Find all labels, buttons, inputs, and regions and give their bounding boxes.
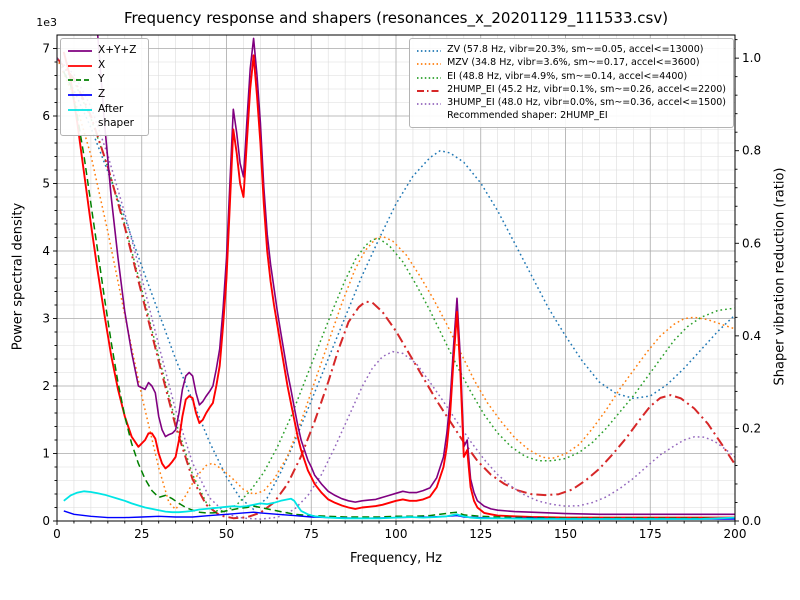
2hump-ei-line-sample-icon xyxy=(417,89,442,92)
legend-label-after-shaper: After shaper xyxy=(98,102,135,130)
legend-label-ei: EI (48.8 Hz, vibr=4.9%, sm~=0.14, accel<… xyxy=(447,70,688,82)
legend-item-sum: X+Y+Z xyxy=(67,43,141,58)
series-mzv xyxy=(57,57,735,511)
legend-item-zv: ZV (57.8 Hz, vibr=20.3%, sm~=0.05, accel… xyxy=(416,43,726,56)
y-left-tick-label: 2 xyxy=(42,379,50,393)
legend-item-3hump-ei: 3HUMP_EI (48.0 Hz, vibr=0.0%, sm~=0.36, … xyxy=(416,96,726,109)
y-left-tick-label: 3 xyxy=(42,312,50,326)
ei-line-sample-icon xyxy=(417,76,442,79)
series-x xyxy=(62,51,735,519)
tick-labels: 0 25 50 75 100 125 150 175 200 0 1 2 3 4 5 6 7 0.0 0.2 0.4 0… xyxy=(36,16,761,541)
y-left-tick-label: 5 xyxy=(42,177,50,191)
series-after-shaper xyxy=(63,490,735,520)
x-tick-label: 75 xyxy=(304,527,319,541)
series-sum xyxy=(96,35,735,516)
series-2hump-ei xyxy=(57,57,735,520)
x-tick-label: 200 xyxy=(724,527,747,541)
legend-label-sum: X+Y+Z xyxy=(98,44,137,56)
legend-item-2hump-ei: 2HUMP_EI (45.2 Hz, vibr=0.1%, sm~=0.26, … xyxy=(416,83,726,96)
y-right-tick-label: 0.6 xyxy=(742,236,761,250)
legend-label-y: Y xyxy=(98,73,105,86)
x-tick-label: 125 xyxy=(469,527,492,541)
series-group xyxy=(57,35,735,520)
legend-shapers: ZV (57.8 Hz, vibr=20.3%, sm~=0.05, accel… xyxy=(409,38,734,128)
y-right-tick-label: 0.0 xyxy=(742,514,761,528)
legend-label-x: X xyxy=(98,58,106,71)
legend-item-z: Z xyxy=(67,87,141,102)
y-left-tick-label: 4 xyxy=(42,244,50,258)
x-tick-label: 175 xyxy=(639,527,662,541)
y-right-tick-label: 0.8 xyxy=(742,144,761,158)
x-line-sample-icon xyxy=(68,64,92,67)
legend-label-mzv: MZV (34.8 Hz, vibr=3.6%, sm~=0.17, accel… xyxy=(447,57,700,69)
series-y xyxy=(63,71,735,520)
y-left-tick-label: 7 xyxy=(42,42,50,56)
legend-label-2hump-ei: 2HUMP_EI (45.2 Hz, vibr=0.1%, sm~=0.26, … xyxy=(447,83,726,95)
legend-item-ei: EI (48.8 Hz, vibr=4.9%, sm~=0.14, accel<… xyxy=(416,70,726,83)
after-shaper-line-sample-icon xyxy=(68,108,92,111)
legend-psd: X+Y+Z X Y Z After shaper xyxy=(60,38,149,137)
legend-item-x: X xyxy=(67,58,141,73)
chart-title: Frequency response and shapers (resonanc… xyxy=(123,9,669,27)
x-tick-label: 25 xyxy=(134,527,149,541)
y-right-tick-label: 0.4 xyxy=(742,329,761,343)
y-right-tick-label: 1.0 xyxy=(742,51,761,65)
recommended-shaper-note: Recommended shaper: 2HUMP_EI xyxy=(447,110,608,122)
mzv-line-sample-icon xyxy=(417,63,442,66)
legend-item-y: Y xyxy=(67,72,141,87)
zv-line-sample-icon xyxy=(417,50,442,52)
legend-label-z: Z xyxy=(98,88,106,101)
x-axis-label: Frequency, Hz xyxy=(349,551,443,566)
3hump-ei-line-sample-icon xyxy=(417,103,442,106)
y-axis-label-right: Shaper vibration reduction (ratio) xyxy=(772,167,788,386)
x-tick-label: 100 xyxy=(385,527,408,541)
legend-item-mzv: MZV (34.8 Hz, vibr=3.6%, sm~=0.17, accel… xyxy=(416,56,726,69)
y-left-tick-label: 0 xyxy=(42,514,50,528)
z-line-sample-icon xyxy=(68,94,92,96)
y-left-tick-label: 6 xyxy=(42,109,50,123)
legend-label-zv: ZV (57.8 Hz, vibr=20.3%, sm~=0.05, accel… xyxy=(447,44,704,55)
y-line-sample-icon xyxy=(68,79,92,82)
series-ei xyxy=(57,57,735,512)
legend-item-after-shaper: After shaper xyxy=(67,102,141,131)
series-3hump-ei xyxy=(57,57,735,520)
x-tick-label: 150 xyxy=(554,527,577,541)
y-axis-offset-text: 1e3 xyxy=(36,16,57,29)
tick-marks xyxy=(53,39,739,525)
y-left-tick-label: 1 xyxy=(42,447,50,461)
y-right-tick-label: 0.2 xyxy=(742,421,761,435)
y-axis-label-left: Power spectral density xyxy=(10,202,26,351)
x-tick-label: 0 xyxy=(53,527,61,541)
sum-line-sample-icon xyxy=(68,50,92,52)
legend-label-3hump-ei: 3HUMP_EI (48.0 Hz, vibr=0.0%, sm~=0.36, … xyxy=(447,97,726,109)
x-tick-label: 50 xyxy=(219,527,234,541)
